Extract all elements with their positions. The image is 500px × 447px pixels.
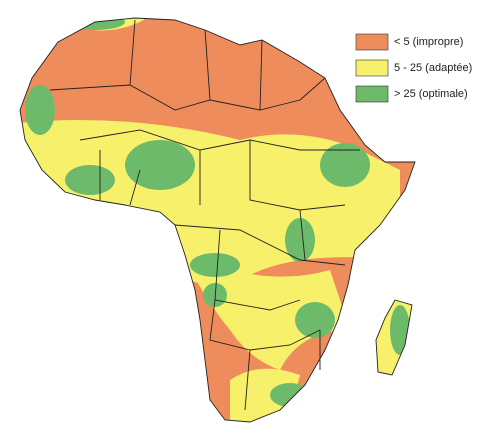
legend: < 5 (impropre) 5 - 25 (adaptée) > 25 (opti…: [355, 33, 472, 103]
legend-label: 5 - 25 (adaptée): [394, 62, 472, 74]
legend-label: > 25 (optimale): [394, 88, 468, 100]
country-borders: [49, 19, 360, 411]
legend-label: < 5 (impropre): [394, 36, 463, 48]
legend-swatch: [355, 85, 389, 103]
madagascar-outline: [375, 299, 413, 376]
legend-swatch: [355, 59, 389, 77]
legend-swatch: [355, 33, 389, 51]
